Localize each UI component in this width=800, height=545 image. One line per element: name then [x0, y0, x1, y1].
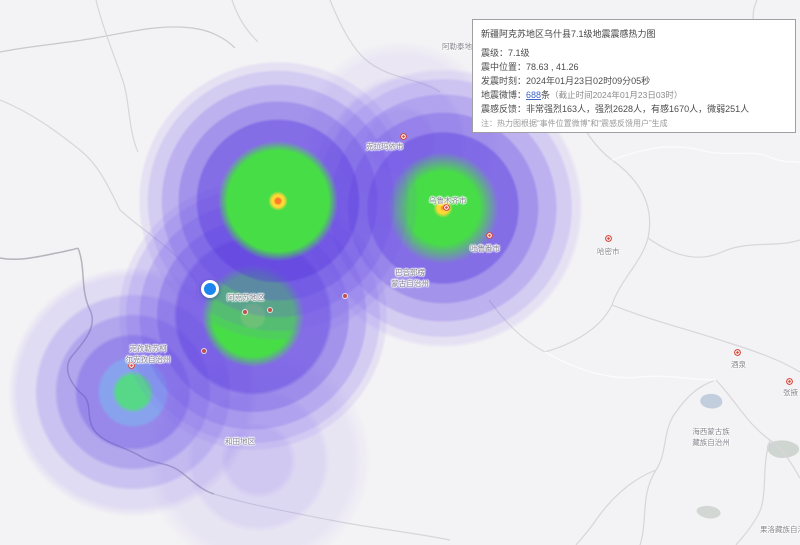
- city-marker-zhangye[interactable]: [785, 377, 793, 385]
- epicenter-location-row: 震中位置：78.63 , 41.26: [481, 62, 579, 72]
- city-marker-atushi[interactable]: [127, 361, 135, 369]
- epicenter-marker[interactable]: [201, 280, 219, 298]
- lake-shapes: [696, 393, 800, 519]
- city-marker-karamay[interactable]: [399, 132, 407, 140]
- city-marker-turpan[interactable]: [485, 231, 493, 239]
- epicenter-coordinates: 78.63 , 41.26: [526, 62, 579, 72]
- map-label-turpan: 吐鲁番市: [470, 244, 500, 253]
- map-label-hami: 哈密市: [597, 247, 620, 256]
- map-label-haixi: 海西蒙古族 藏族自治州: [692, 427, 730, 447]
- origin-time-row: 发震时刻：2024年01月23日02时09分05秒: [481, 76, 651, 86]
- city-marker-urumqi[interactable]: [442, 203, 450, 211]
- panel-footnote: 注：热力图根据“事件位置微博”和“震感反馈用户”生成: [481, 119, 668, 128]
- panel-title: 新疆阿克苏地区乌什县7.1级地震震感热力图: [481, 29, 656, 39]
- map-label-jiuquan: 酒泉: [731, 360, 746, 369]
- origin-time-value: 2024年01月23日02时09分05秒: [526, 76, 651, 86]
- poi-dot: [343, 294, 347, 298]
- map-label-golog: 果洛藏族自治州: [760, 525, 800, 534]
- weibo-count-link[interactable]: 688: [526, 90, 542, 100]
- city-marker-hami[interactable]: [604, 234, 612, 242]
- weibo-count-row: 地震微博：688条（截止时间2024年01月23日03时）: [481, 90, 683, 100]
- poi-dot: [268, 308, 272, 312]
- weibo-cutoff-time: （截止时间2024年01月23日03时）: [550, 90, 683, 100]
- map-label-kizilsu: 克孜勒苏柯 尔克孜自治州: [125, 344, 171, 364]
- info-panel: 新疆阿克苏地区乌什县7.1级地震震感热力图 震级：7.1级 震中位置：78.63…: [472, 19, 796, 133]
- heat-blob-wushi: [138, 61, 418, 341]
- map-label-hotan: 和田地区: [225, 437, 255, 446]
- magnitude-value: 7.1级: [508, 48, 530, 58]
- map-label-bayingolin: 巴音郭楞 蒙古自治州: [391, 268, 429, 288]
- feedback-counts: 非常强烈163人，强烈2628人，有感1670人，微弱251人: [526, 104, 750, 114]
- map-label-zhangye: 张掖: [783, 388, 798, 397]
- map-label-aksu: 阿克苏地区: [227, 293, 265, 302]
- city-marker-jiuquan[interactable]: [733, 348, 741, 356]
- poi-dot: [202, 349, 206, 353]
- magnitude-row: 震级：7.1级: [481, 48, 530, 58]
- road-lines: [544, 146, 800, 381]
- feedback-row: 震感反馈：非常强烈163人，强烈2628人，有感1670人，微弱251人: [481, 104, 750, 114]
- poi-dot: [243, 310, 247, 314]
- map-label-urumqi: 乌鲁木齐市: [429, 196, 467, 205]
- map-label-karamay: 克拉玛依市: [366, 142, 404, 151]
- map-label-altay: 阿勒泰地区: [442, 42, 480, 51]
